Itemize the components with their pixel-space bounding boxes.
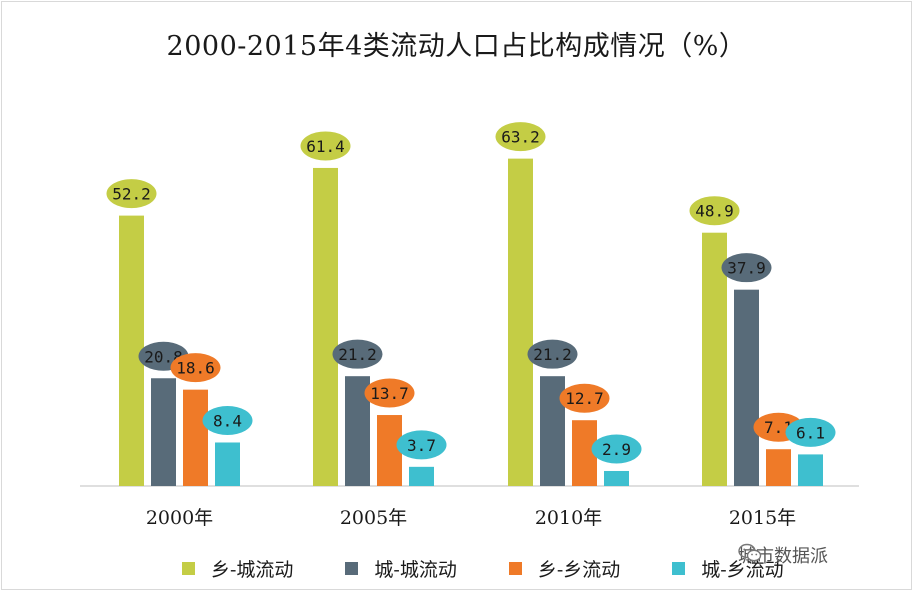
bar-2015年-城-乡流动 <box>798 454 823 486</box>
watermark: 城市数据派 <box>738 542 828 568</box>
x-tick-label: 2005年 <box>340 507 407 529</box>
wechat-icon <box>738 543 762 562</box>
legend-item-rural-rural[interactable]: 乡-乡流动 <box>508 555 621 582</box>
bars-layer <box>119 158 823 486</box>
data-label-background <box>495 122 546 152</box>
bar-2010年-城-乡流动 <box>604 470 629 486</box>
x-tick-label: 2010年 <box>535 507 602 529</box>
data-label-bubble: 52.2 <box>106 179 157 209</box>
data-label-background <box>300 131 351 161</box>
bar-2005年-乡-城流动 <box>313 167 338 486</box>
data-label: 52.2 <box>112 185 151 204</box>
x-tick-label: 2015年 <box>729 507 796 529</box>
data-label-background <box>559 383 610 413</box>
data-label-background <box>106 179 157 209</box>
data-label-background <box>396 430 447 460</box>
data-label-bubble: 3.7 <box>396 430 447 460</box>
legend-swatch <box>345 561 359 575</box>
data-label-bubble: 8.4 <box>202 405 253 435</box>
bar-2005年-乡-乡流动 <box>377 415 402 486</box>
data-label: 21.2 <box>533 345 572 364</box>
data-label-bubble: 13.7 <box>364 378 415 408</box>
data-label-bubble: 12.7 <box>559 383 610 413</box>
data-label-bubble: 48.9 <box>689 196 740 226</box>
data-label-background <box>364 378 415 408</box>
data-label-background <box>591 434 642 464</box>
data-label-background <box>689 196 740 226</box>
data-label-background <box>332 339 383 369</box>
bar-2005年-城-乡流动 <box>409 466 434 486</box>
bar-2015年-乡-乡流动 <box>766 449 791 486</box>
bar-2010年-城-城流动 <box>540 376 565 486</box>
data-label-bubble: 61.4 <box>300 131 351 161</box>
legend-label: 乡-乡流动 <box>537 558 621 581</box>
data-label-bubble: 21.2 <box>527 339 578 369</box>
data-label-bubble: 37.9 <box>721 253 772 283</box>
legend-label: 乡-城流动 <box>211 558 294 581</box>
data-label: 63.2 <box>501 128 540 147</box>
legend-item-urban-rural[interactable]: 城-乡流动 <box>672 555 784 582</box>
legend-item-urban-urban[interactable]: 城-城流动 <box>345 555 457 582</box>
data-label: 13.7 <box>370 384 409 403</box>
x-tick-labels: 2000年 2005年 2010年 2015年 <box>146 507 796 529</box>
data-label: 8.4 <box>213 411 242 430</box>
data-label-background <box>785 417 836 447</box>
legend-label: 城-城流动 <box>374 558 457 581</box>
bar-2000年-城-城流动 <box>151 378 176 486</box>
legend-item-rural-urban[interactable]: 乡-城流动 <box>182 555 293 582</box>
data-label: 2.9 <box>602 440 631 459</box>
legend-swatch <box>672 561 686 575</box>
data-label: 3.7 <box>407 436 436 455</box>
data-label-bubble: 21.2 <box>332 339 383 369</box>
data-label: 6.1 <box>796 423 825 442</box>
bar-2015年-城-城流动 <box>734 289 759 486</box>
data-label-background <box>721 253 772 283</box>
data-label-background <box>170 353 221 383</box>
legend-swatch <box>508 561 522 575</box>
bar-2000年-乡-城流动 <box>119 215 144 486</box>
data-label-bubble: 18.6 <box>170 353 221 383</box>
bar-2000年-乡-乡流动 <box>183 389 208 486</box>
bar-2000年-城-乡流动 <box>215 442 240 486</box>
labels-layer: 52.220.818.68.461.421.213.73.763.221.212… <box>106 122 836 464</box>
legend-swatch <box>182 561 195 575</box>
watermark-text: 城市数据派 <box>738 546 828 567</box>
data-label-bubble: 6.1 <box>785 417 836 447</box>
x-tick-label: 2000年 <box>146 507 213 529</box>
bar-2015年-乡-城流动 <box>702 232 727 486</box>
data-label: 61.4 <box>306 137 345 156</box>
chart-title: 2000-2015年4类流动人口占比构成情况（%） <box>166 31 747 62</box>
data-label: 48.9 <box>695 202 734 221</box>
data-label-background <box>527 339 578 369</box>
bar-2010年-乡-城流动 <box>508 158 533 486</box>
data-label: 21.2 <box>338 345 377 364</box>
legend-label: 城-乡流动 <box>701 558 784 581</box>
data-label-bubble: 63.2 <box>495 122 546 152</box>
data-label: 18.6 <box>176 359 215 378</box>
legend: 乡-城流动 城-城流动 乡-乡流动 城-乡流动 <box>182 555 784 581</box>
data-label-background <box>202 405 253 435</box>
data-label-bubble: 2.9 <box>591 434 642 464</box>
data-label: 12.7 <box>565 389 604 408</box>
data-label: 37.9 <box>727 259 766 278</box>
